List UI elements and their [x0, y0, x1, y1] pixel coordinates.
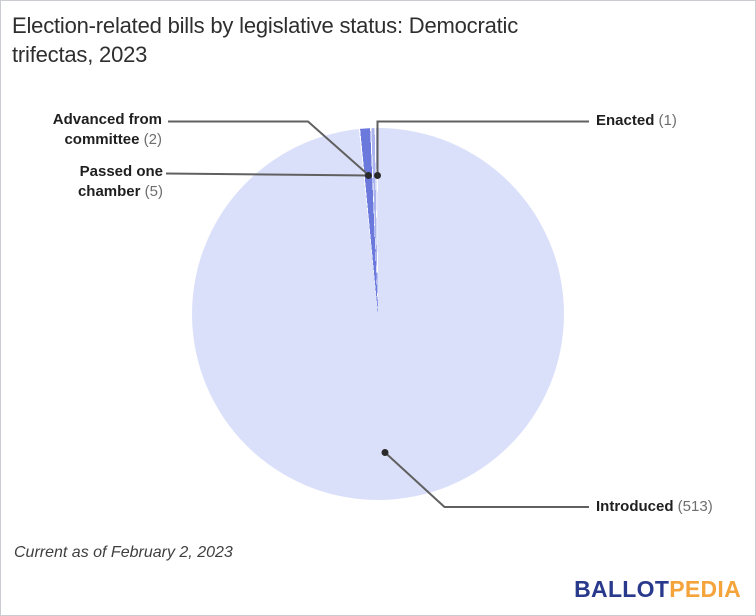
- label-text: Advanced from committee: [52, 111, 162, 148]
- label-count: (1): [658, 112, 677, 129]
- label-count: (5): [144, 183, 163, 200]
- label-introduced: Introduced (513): [596, 497, 713, 517]
- pie-chart: [192, 128, 564, 500]
- footer-note: Current as of February 2, 2023: [14, 544, 233, 561]
- logo-ballot: BALLOT: [574, 576, 670, 602]
- label-text: Passed one chamber: [77, 163, 163, 200]
- label-text: Introduced: [596, 498, 674, 515]
- page-title-line1: Election-related bills by legislative st…: [12, 13, 519, 38]
- ballotpedia-logo: BALLOTPEDIA: [574, 576, 741, 603]
- page-title-line2: trifectas, 2023: [12, 42, 148, 67]
- label-count: (2): [143, 131, 162, 148]
- label-enacted: Enacted (1): [596, 111, 677, 131]
- page-title: Election-related bills by legislative st…: [12, 11, 732, 69]
- label-passed-one-chamber: Passed one chamber (5): [42, 162, 163, 202]
- label-text: Enacted: [596, 112, 655, 129]
- label-count: (513): [677, 498, 713, 515]
- label-advanced-from-committee: Advanced from committee (2): [17, 110, 162, 150]
- logo-pedia: PEDIA: [669, 576, 741, 602]
